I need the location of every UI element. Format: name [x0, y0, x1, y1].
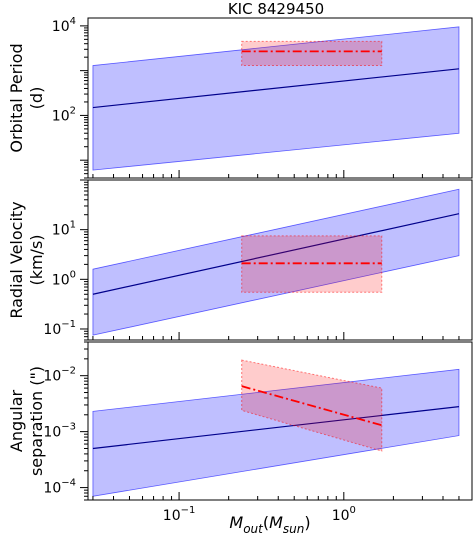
uncertainty-band	[92, 26, 460, 171]
y-tick-label: 102	[52, 105, 76, 124]
y-tick-label: 101	[52, 220, 76, 239]
x-axis-label-main: M	[229, 513, 243, 532]
x-tick-label: 10−1	[163, 505, 196, 524]
central-line	[92, 406, 460, 450]
plot-area	[92, 26, 460, 171]
panel-angular-separation: 10−4 10−3 10−2 10−1 100 Angularseparation (")	[7, 341, 473, 524]
panel-frame	[87, 17, 473, 179]
y-axis-label-line2: (km/s)	[27, 234, 46, 285]
panel-frame	[87, 341, 473, 501]
plot-area	[92, 188, 460, 336]
y-axis-label-line1: Orbital Period	[7, 43, 26, 152]
x-axis-label-sub: out	[243, 522, 264, 536]
figure-title: KIC 8429450	[228, 0, 324, 18]
x-axis-label-inner-sub: sun	[283, 522, 304, 536]
panels: 102 104 Orbital Period(d) 10−1 100 101 Radial …	[7, 16, 473, 524]
y-tick-label: 10−2	[43, 366, 76, 385]
constraint-region	[241, 40, 383, 67]
y-axis-label-line2: separation (")	[27, 366, 46, 476]
y-tick-label: 10−3	[43, 422, 76, 441]
constraint-line	[241, 385, 383, 427]
y-tick-label: 100	[52, 269, 76, 288]
y-axis-label: Radial Velocity(km/s)	[7, 201, 46, 318]
uncertainty-band	[92, 188, 460, 336]
panel-frame	[87, 179, 473, 341]
y-axis-label-line2: (d)	[27, 87, 46, 110]
y-axis-label: Orbital Period(d)	[7, 43, 46, 152]
svg-text:Mout(Msun): Mout(Msun)	[229, 513, 310, 536]
panel-radial-velocity: 10−1 100 101 Radial Velocity(km/s)	[7, 179, 473, 341]
panel-orbital-period: 102 104 Orbital Period(d)	[7, 16, 473, 179]
y-tick-label: 10−4	[43, 478, 76, 497]
y-axis-label-line1: Angular	[7, 389, 26, 452]
central-line	[92, 213, 460, 295]
y-tick-label: 10−1	[43, 319, 76, 338]
x-axis-label-paren-open: (	[263, 513, 269, 532]
x-axis-label: Mout(Msun)	[229, 513, 310, 536]
central-line	[92, 68, 460, 109]
x-axis-label-inner: M	[269, 513, 283, 532]
uncertainty-band	[92, 368, 460, 497]
x-tick-label: 100	[332, 505, 356, 524]
y-axis-label-line1: Radial Velocity	[7, 201, 26, 318]
y-axis-label: Angularseparation (")	[7, 366, 46, 476]
x-axis-label-paren-close: )	[304, 513, 310, 532]
y-tick-label: 104	[52, 16, 76, 35]
plot-area	[92, 359, 460, 497]
